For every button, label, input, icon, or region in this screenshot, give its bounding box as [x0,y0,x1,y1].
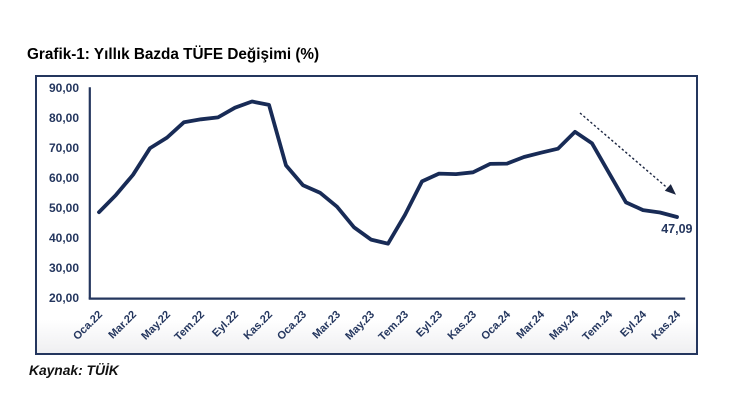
svg-text:80,00: 80,00 [49,111,79,125]
svg-text:50,00: 50,00 [49,201,79,215]
svg-text:Oca.23: Oca.23 [275,309,309,343]
svg-text:Eyl.22: Eyl.22 [210,309,241,340]
svg-text:Oca.24: Oca.24 [479,308,514,343]
svg-text:Tem.22: Tem.22 [172,309,207,344]
svg-text:Eyl.23: Eyl.23 [414,309,445,340]
svg-text:Tem.23: Tem.23 [376,309,411,344]
svg-text:47,09: 47,09 [661,222,692,236]
svg-text:May.22: May.22 [139,309,173,343]
svg-text:20,00: 20,00 [49,291,79,305]
svg-text:Mar.24: Mar.24 [514,308,547,341]
svg-text:70,00: 70,00 [49,141,79,155]
svg-text:Kas.24: Kas.24 [650,308,684,342]
svg-text:30,00: 30,00 [49,261,79,275]
svg-text:60,00: 60,00 [49,171,79,185]
svg-text:Kas.23: Kas.23 [446,309,480,343]
svg-text:May.23: May.23 [343,309,377,343]
svg-text:May.24: May.24 [547,308,581,342]
svg-text:Tem.24: Tem.24 [580,308,615,343]
svg-text:Kas.22: Kas.22 [242,309,276,343]
svg-text:Mar.22: Mar.22 [106,309,139,342]
svg-text:Mar.23: Mar.23 [310,309,343,342]
svg-text:40,00: 40,00 [49,231,79,245]
svg-text:90,00: 90,00 [49,81,79,95]
svg-text:Eyl.24: Eyl.24 [618,308,650,340]
svg-text:Oca.22: Oca.22 [71,309,105,343]
